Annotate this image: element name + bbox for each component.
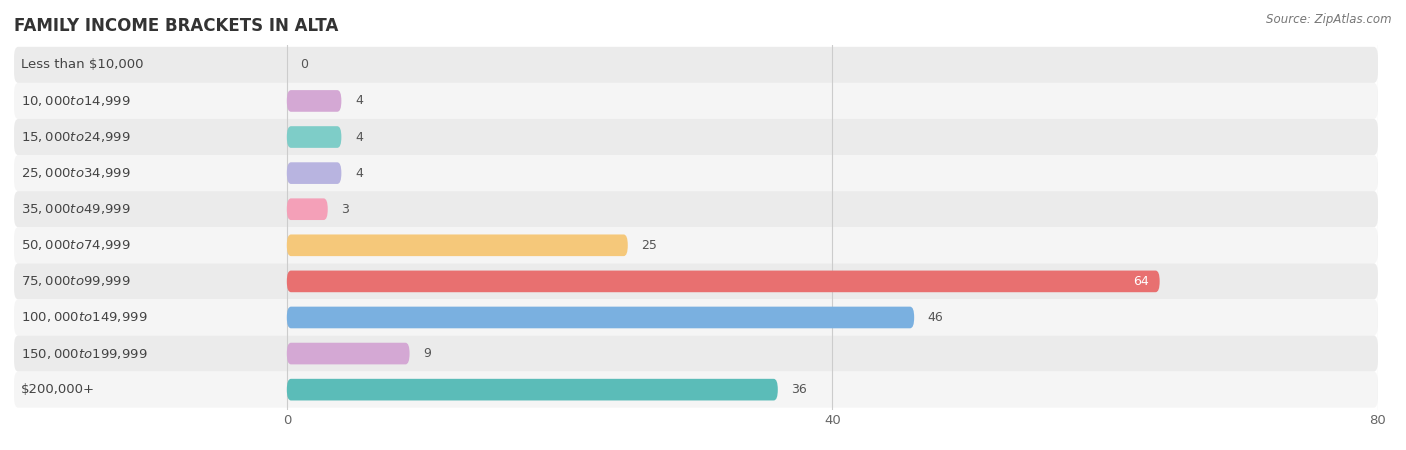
Text: $200,000+: $200,000+	[21, 383, 94, 396]
Text: 4: 4	[354, 166, 363, 180]
Text: 46: 46	[928, 311, 943, 324]
FancyBboxPatch shape	[14, 83, 1378, 119]
Text: $75,000 to $99,999: $75,000 to $99,999	[21, 274, 131, 288]
FancyBboxPatch shape	[14, 299, 1378, 336]
FancyBboxPatch shape	[287, 343, 409, 364]
FancyBboxPatch shape	[287, 162, 342, 184]
Text: $15,000 to $24,999: $15,000 to $24,999	[21, 130, 131, 144]
Text: $100,000 to $149,999: $100,000 to $149,999	[21, 310, 148, 324]
Text: 9: 9	[423, 347, 432, 360]
FancyBboxPatch shape	[14, 47, 1378, 83]
FancyBboxPatch shape	[287, 198, 328, 220]
Text: $35,000 to $49,999: $35,000 to $49,999	[21, 202, 131, 216]
Text: $25,000 to $34,999: $25,000 to $34,999	[21, 166, 131, 180]
FancyBboxPatch shape	[287, 379, 778, 400]
Text: 64: 64	[1133, 275, 1149, 288]
FancyBboxPatch shape	[287, 234, 627, 256]
Text: FAMILY INCOME BRACKETS IN ALTA: FAMILY INCOME BRACKETS IN ALTA	[14, 17, 339, 35]
Text: $150,000 to $199,999: $150,000 to $199,999	[21, 346, 148, 360]
Text: 3: 3	[342, 202, 349, 216]
Text: 4: 4	[354, 94, 363, 108]
Text: $10,000 to $14,999: $10,000 to $14,999	[21, 94, 131, 108]
FancyBboxPatch shape	[14, 119, 1378, 155]
Text: 25: 25	[641, 239, 657, 252]
FancyBboxPatch shape	[14, 155, 1378, 191]
Text: 36: 36	[792, 383, 807, 396]
Text: 0: 0	[301, 58, 308, 72]
FancyBboxPatch shape	[14, 372, 1378, 408]
FancyBboxPatch shape	[287, 306, 914, 328]
Text: 4: 4	[354, 130, 363, 144]
FancyBboxPatch shape	[14, 336, 1378, 372]
FancyBboxPatch shape	[14, 263, 1378, 299]
Text: Source: ZipAtlas.com: Source: ZipAtlas.com	[1267, 14, 1392, 27]
Text: $50,000 to $74,999: $50,000 to $74,999	[21, 238, 131, 252]
FancyBboxPatch shape	[287, 270, 1160, 292]
FancyBboxPatch shape	[14, 227, 1378, 263]
Text: Less than $10,000: Less than $10,000	[21, 58, 143, 72]
FancyBboxPatch shape	[287, 126, 342, 148]
FancyBboxPatch shape	[287, 90, 342, 112]
FancyBboxPatch shape	[14, 191, 1378, 227]
